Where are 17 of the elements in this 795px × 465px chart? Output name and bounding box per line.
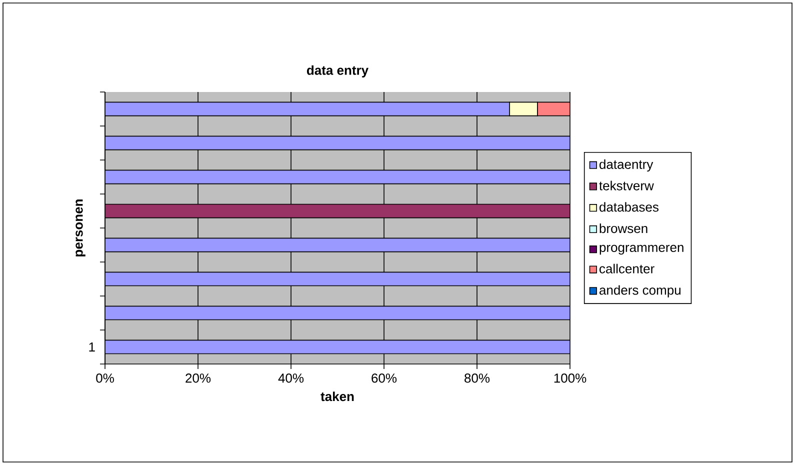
x-tick-label: 100% (554, 374, 586, 383)
x-tick-label: 20% (186, 374, 211, 383)
x-tick-label: 40% (278, 374, 304, 383)
y-tick-label: 1 (89, 342, 95, 352)
legend-label: browsen (600, 224, 648, 234)
legend-label: databases (600, 202, 658, 212)
legend-label: tekstverw (599, 180, 654, 190)
x-axis-title: taken (320, 392, 354, 402)
legend-label: anders compu (600, 285, 680, 298)
legend-label: dataentry (600, 159, 654, 172)
x-tick-label: 80% (464, 374, 490, 383)
x-tick-label: 60% (372, 374, 397, 383)
legend-label: callcenter (600, 264, 654, 274)
legend-label: programmeren (600, 244, 684, 255)
x-tick-label: 0% (96, 374, 114, 383)
chart-title: data entry (306, 65, 368, 78)
y-axis-title: personen (76, 200, 86, 256)
